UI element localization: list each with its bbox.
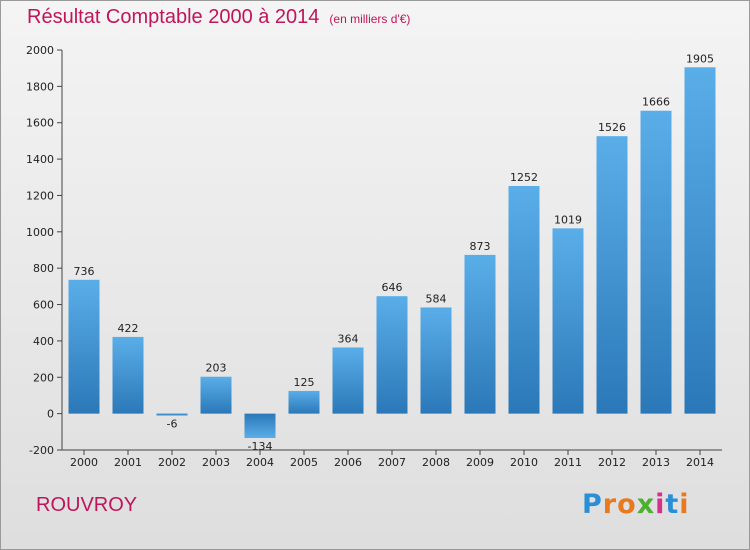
x-tick-label: 2002 [158,456,186,469]
data-label: 736 [74,265,95,278]
data-label: 873 [470,240,491,253]
bar-2000 [68,279,100,414]
logo-letter: i [655,489,666,520]
bar-2009 [464,254,496,414]
y-tick-label: 800 [33,262,54,275]
bar-2008 [420,307,452,414]
data-label: -134 [248,440,273,453]
bar-2004 [244,413,276,438]
y-tick-label: 1400 [26,153,54,166]
logo-letter: o [617,489,637,520]
y-tick-label: 400 [33,335,54,348]
data-label: 364 [338,332,359,345]
x-tick-label: 2008 [422,456,450,469]
x-tick-label: 2012 [598,456,626,469]
bar-2014 [684,67,716,414]
data-label: 1526 [598,121,626,134]
y-tick-label: 600 [33,299,54,312]
y-tick-label: 200 [33,371,54,384]
x-tick-label: 2005 [290,456,318,469]
proxiti-logo: Proxiti [582,489,690,520]
y-tick-label: 0 [47,408,54,421]
data-label: 646 [382,281,403,294]
bar-2003 [200,376,232,414]
bar-2007 [376,296,408,414]
x-tick-label: 2011 [554,456,582,469]
x-tick-label: 2013 [642,456,670,469]
x-tick-label: 2007 [378,456,406,469]
data-label: 1019 [554,213,582,226]
x-tick-label: 2009 [466,456,494,469]
data-label: 584 [426,292,447,305]
data-label: 422 [118,322,139,335]
data-label: 1666 [642,96,670,109]
bar-2013 [640,110,672,414]
y-tick-label: 1200 [26,189,54,202]
data-label: 1905 [686,52,714,65]
bar-2012 [596,136,628,414]
x-tick-label: 2000 [70,456,98,469]
y-tick-label: 1000 [26,226,54,239]
x-tick-label: 2004 [246,456,274,469]
y-tick-label: -200 [29,444,54,457]
bar-2010 [508,186,540,414]
logo-letter: t [665,489,680,520]
bar-2001 [112,336,144,414]
y-tick-label: 2000 [26,44,54,57]
x-tick-label: 2001 [114,456,142,469]
commune-name: ROUVROY [36,494,138,516]
logo-letter: x [636,489,656,520]
y-tick-label: 1600 [26,117,54,130]
logo-letter: i [679,489,690,520]
x-tick-label: 2010 [510,456,538,469]
bar-2005 [288,390,320,414]
chart-title: Résultat Comptable 2000 à 2014 (en millie… [27,6,410,29]
y-tick-label: 1800 [26,80,54,93]
data-label: -6 [167,418,178,431]
logo-letter: r [602,489,618,520]
logo-letter: P [582,489,603,520]
x-tick-label: 2014 [686,456,714,469]
bar-2002 [156,413,188,416]
chart-title-text: Résultat Comptable 2000 à 2014 [27,6,320,28]
x-tick-label: 2003 [202,456,230,469]
data-label: 1252 [510,171,538,184]
bar-2011 [552,228,584,414]
chart-subtitle: (en milliers d'€) [329,12,411,26]
bar-2006 [332,347,364,414]
data-label: 203 [206,362,227,375]
x-tick-label: 2006 [334,456,362,469]
data-label: 125 [294,376,315,389]
